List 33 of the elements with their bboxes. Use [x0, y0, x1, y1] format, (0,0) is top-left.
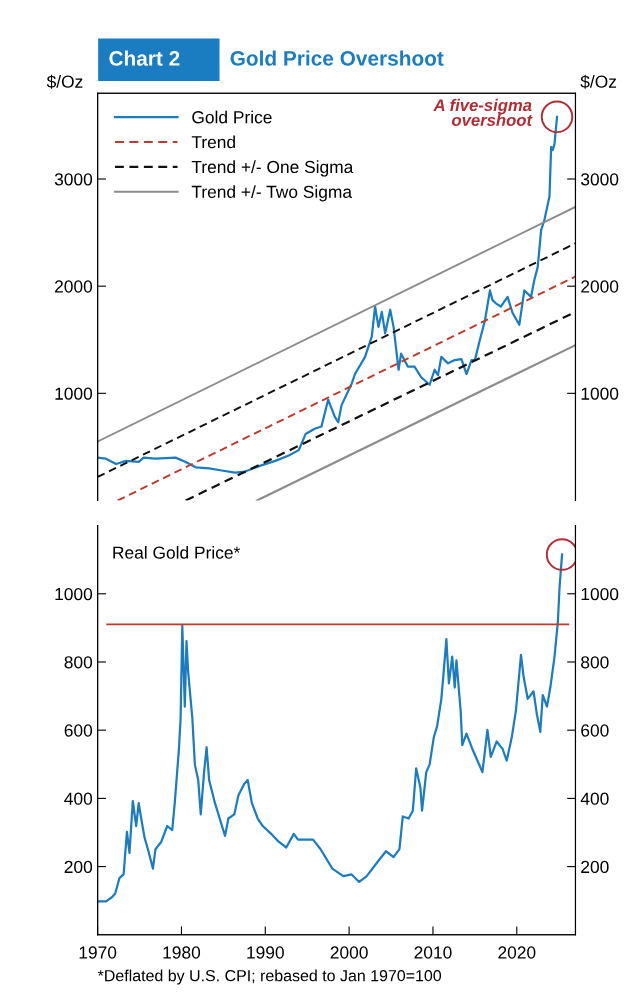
annotation: A five-sigma overshoot — [433, 98, 533, 127]
x-tick-label: 1970 — [79, 946, 117, 959]
legend-label: Trend +/- Two Sigma — [191, 185, 353, 202]
y2-tick-label: 3000 — [581, 173, 619, 186]
y2-axis-title: $/Oz — [580, 74, 617, 89]
y-tick-label: 3000 — [54, 173, 93, 186]
y-tick-label: 800 — [64, 656, 93, 669]
y2-tick-label: 2000 — [581, 280, 619, 293]
x-tick-label: 2010 — [414, 946, 452, 959]
caption: Chart 2 — [109, 50, 180, 66]
y-tick-label: 1000 — [55, 587, 93, 601]
x-tick-label: 1990 — [247, 946, 284, 959]
legend-label: Trend — [191, 135, 235, 149]
x-tick-label: 1980 — [163, 946, 201, 959]
y-tick-label: 400 — [64, 792, 93, 805]
y-tick-label: 600 — [64, 724, 93, 737]
y-tick-label: 2000 — [55, 280, 93, 293]
y2-tick-label: 1000 — [581, 587, 619, 601]
y2-tick-label: 600 — [581, 724, 609, 737]
x-tick-label: 2020 — [498, 946, 536, 959]
y2-tick-label: 1000 — [581, 387, 619, 400]
legend-label: Trend +/- One Sigma — [191, 160, 354, 177]
legend-label: Gold Price — [192, 110, 272, 124]
y-tick-label: 1000 — [55, 387, 93, 400]
y2-tick-label: 800 — [581, 656, 609, 669]
y2-tick-label: 200 — [581, 860, 609, 874]
y-tick-label: 200 — [64, 860, 93, 874]
x-tick-label: 2000 — [330, 946, 368, 959]
y-axis-title: $/Oz — [46, 74, 83, 89]
y2-tick-label: 400 — [580, 792, 609, 805]
text: *Deflated by U.S. CPI; rebased to Jan 1970=100 — [97, 969, 442, 985]
text: Real Gold Price* — [113, 546, 241, 559]
chart-title: Gold Price Overshoot — [230, 50, 444, 66]
